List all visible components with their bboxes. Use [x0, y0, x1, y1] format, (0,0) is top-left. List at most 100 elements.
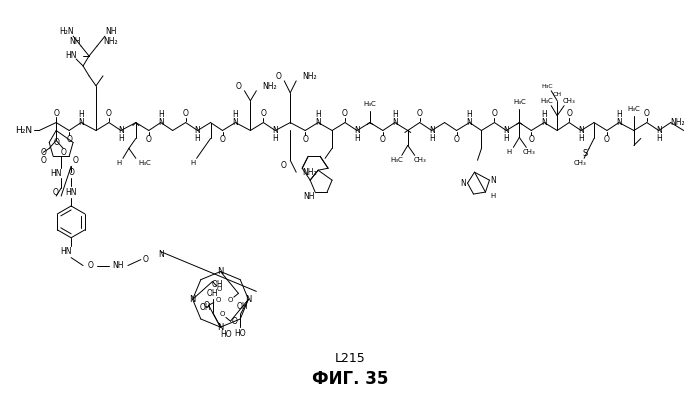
Text: O: O	[232, 317, 237, 326]
Text: O: O	[216, 297, 220, 303]
Text: NH: NH	[105, 27, 117, 36]
Text: O: O	[228, 297, 233, 303]
Text: N: N	[232, 118, 238, 127]
Text: OH: OH	[206, 289, 218, 298]
Text: N: N	[158, 118, 164, 127]
Text: OH: OH	[199, 303, 211, 312]
Text: N: N	[503, 126, 510, 135]
Text: H₂N: H₂N	[59, 27, 74, 36]
Text: O: O	[604, 135, 610, 144]
Text: HN: HN	[50, 169, 62, 178]
Text: H₂N: H₂N	[15, 126, 32, 135]
Text: O: O	[41, 148, 46, 157]
Text: CH₃: CH₃	[413, 157, 426, 163]
Text: ФИГ. 35: ФИГ. 35	[312, 370, 388, 388]
Text: NH₂: NH₂	[671, 118, 685, 127]
Text: O: O	[53, 138, 59, 147]
Text: O: O	[88, 261, 94, 270]
Text: H: H	[354, 134, 360, 143]
Text: O: O	[60, 148, 66, 157]
Text: N: N	[158, 250, 164, 259]
Text: CH₃: CH₃	[523, 149, 536, 156]
Text: H₃C: H₃C	[541, 98, 554, 104]
Text: H: H	[616, 110, 622, 119]
Text: HN: HN	[65, 187, 77, 197]
Text: H: H	[158, 110, 164, 119]
Text: O: O	[275, 72, 281, 81]
Text: N: N	[217, 267, 224, 276]
Text: HN: HN	[65, 50, 77, 59]
Text: O: O	[280, 161, 286, 170]
Text: NH₂: NH₂	[262, 82, 277, 91]
Text: CH₃: CH₃	[563, 98, 575, 104]
Text: O: O	[204, 301, 209, 310]
Text: NH: NH	[112, 261, 124, 270]
Text: OH: OH	[237, 302, 248, 311]
Text: O: O	[235, 82, 241, 91]
Text: N: N	[467, 118, 473, 127]
Text: H₃C: H₃C	[541, 84, 553, 89]
Text: H: H	[195, 134, 200, 143]
Text: H₃C: H₃C	[391, 157, 403, 163]
Text: N: N	[616, 118, 622, 127]
Text: N: N	[315, 118, 321, 127]
Text: O: O	[342, 109, 348, 118]
Text: H: H	[429, 134, 435, 143]
Text: O: O	[380, 135, 386, 144]
Text: N: N	[656, 126, 662, 135]
Text: O: O	[143, 255, 149, 264]
Text: H: H	[491, 193, 496, 199]
Text: H: H	[392, 110, 398, 119]
Text: O: O	[220, 311, 225, 318]
Text: H: H	[272, 134, 278, 143]
Text: NH₂: NH₂	[302, 72, 317, 81]
Text: O: O	[220, 135, 225, 144]
Text: O: O	[566, 109, 572, 118]
Text: H: H	[78, 110, 84, 119]
Text: O: O	[66, 135, 72, 144]
Text: H: H	[656, 134, 662, 143]
Text: O: O	[53, 109, 59, 118]
Text: H: H	[118, 134, 124, 143]
Text: CH: CH	[552, 92, 561, 97]
Text: N: N	[217, 323, 224, 332]
Text: N: N	[78, 118, 84, 127]
Text: H: H	[503, 134, 510, 143]
Text: HO: HO	[234, 328, 246, 338]
Text: N: N	[245, 295, 251, 304]
Text: N: N	[541, 118, 547, 127]
Text: H₃C: H₃C	[139, 160, 152, 166]
Text: O: O	[416, 109, 423, 118]
Text: NH₂: NH₂	[103, 37, 118, 46]
Text: N: N	[491, 176, 496, 185]
Text: O: O	[146, 135, 152, 144]
Text: O: O	[454, 135, 459, 144]
Text: HO: HO	[220, 330, 232, 339]
Text: NH: NH	[303, 191, 315, 200]
Text: H: H	[116, 160, 122, 166]
Text: N: N	[578, 126, 584, 135]
Text: CH₃: CH₃	[574, 160, 587, 166]
Text: H: H	[315, 110, 321, 119]
Text: N: N	[195, 126, 200, 135]
Text: O: O	[52, 187, 58, 197]
Text: H: H	[541, 110, 547, 119]
Text: N: N	[429, 126, 435, 135]
Text: O: O	[260, 109, 266, 118]
Text: HN: HN	[60, 247, 72, 256]
Text: H: H	[467, 110, 473, 119]
Text: OH: OH	[211, 280, 223, 289]
Text: O: O	[644, 109, 650, 118]
Text: H: H	[190, 160, 195, 166]
Text: H₃C: H₃C	[513, 99, 526, 105]
Text: H: H	[578, 134, 584, 143]
Text: O: O	[491, 109, 498, 118]
Text: NH: NH	[69, 37, 80, 46]
Text: O: O	[217, 286, 223, 292]
Text: N: N	[461, 179, 466, 187]
Text: S: S	[582, 149, 588, 158]
Text: O: O	[183, 109, 188, 118]
Text: O: O	[528, 135, 534, 144]
Text: N: N	[118, 126, 124, 135]
Text: H: H	[507, 149, 512, 156]
